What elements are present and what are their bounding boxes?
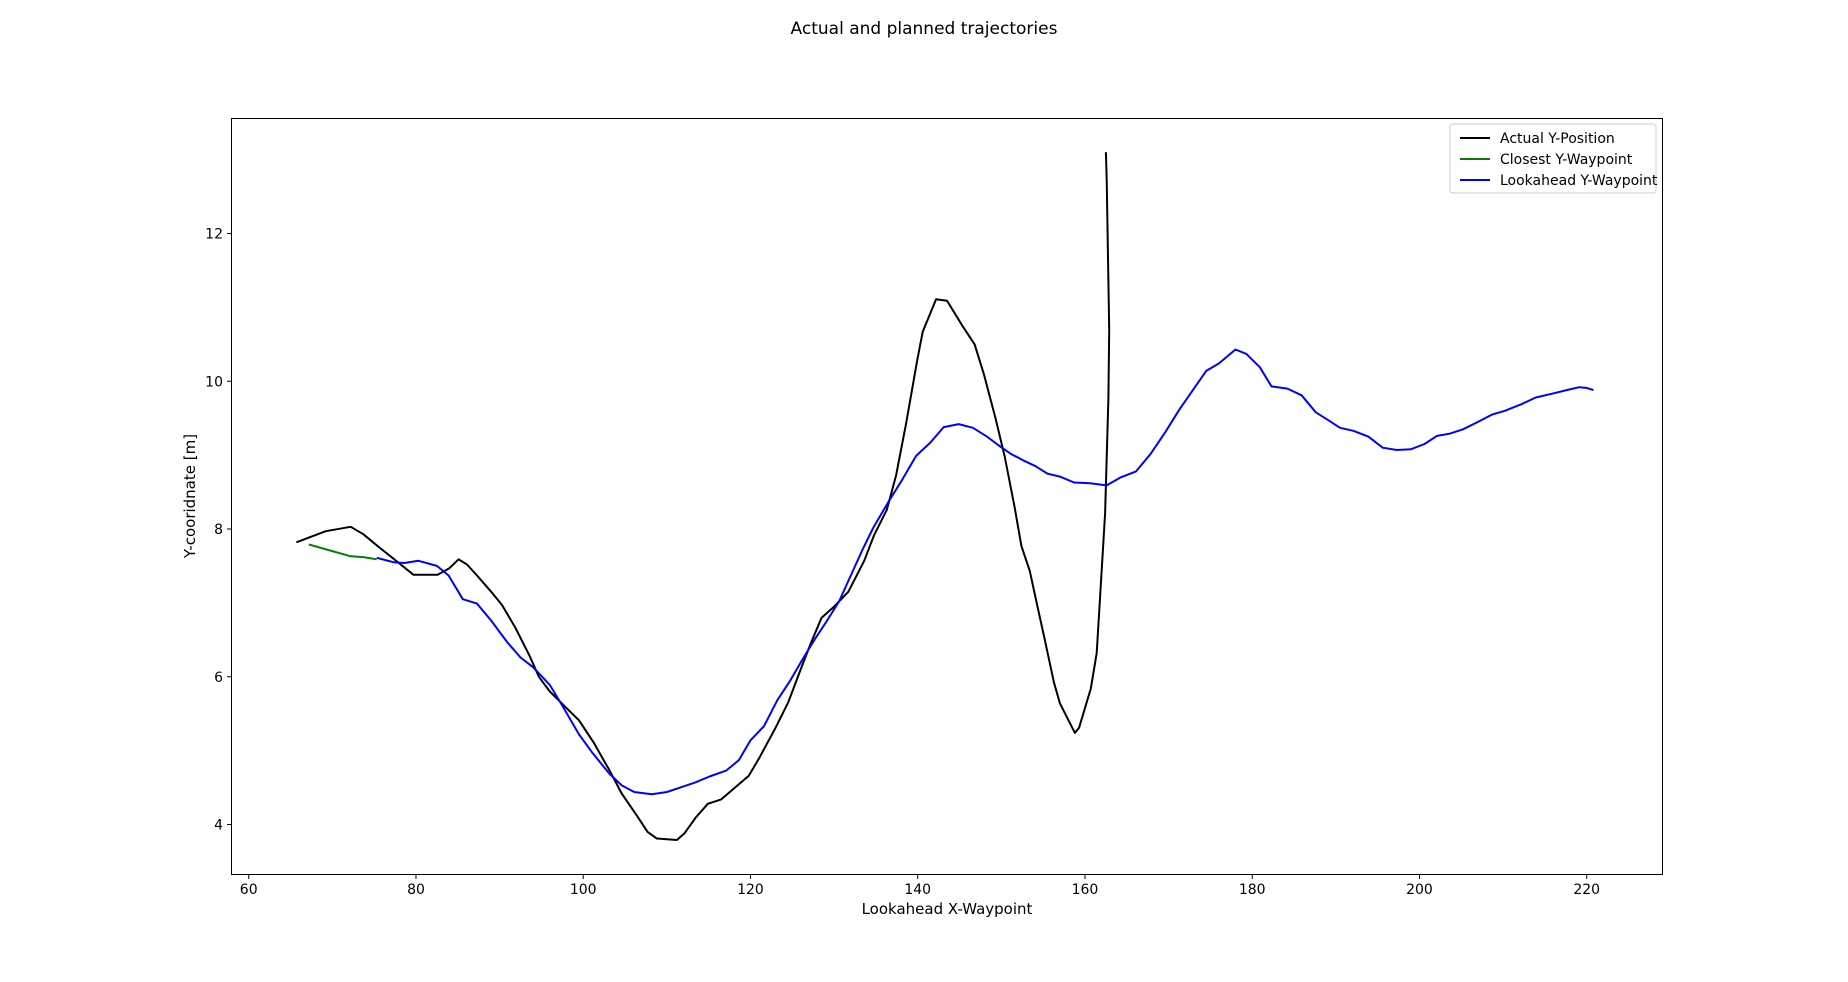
plot-lines <box>296 152 1594 841</box>
series-line-closest-y-waypoint <box>308 543 377 561</box>
x-tick-label: 100 <box>570 882 597 898</box>
x-tick-label: 220 <box>1573 882 1600 898</box>
y-axis-label: Y-cooridnate [m] <box>181 434 199 559</box>
x-axis: 60 80 100 120 140 160 180 200 220 <box>240 874 1600 898</box>
x-tick-label: 140 <box>904 882 931 898</box>
plot-area-frame <box>231 118 1663 875</box>
legend-label: Closest Y-Waypoint <box>1500 152 1633 168</box>
y-tick-label: 4 <box>214 818 223 834</box>
legend-label: Lookahead Y-Waypoint <box>1500 173 1658 189</box>
chart-title: Actual and planned trajectories <box>791 19 1058 39</box>
x-tick-label: 80 <box>407 882 425 898</box>
legend-box <box>1449 123 1657 194</box>
y-tick-label: 10 <box>205 374 223 390</box>
series-line-actual-y-position <box>296 152 1111 841</box>
series-line-lookahead-y-waypoint <box>376 348 1594 796</box>
x-tick-label: 160 <box>1072 882 1099 898</box>
x-tick-label: 120 <box>737 882 764 898</box>
x-axis-label: Lookahead X-Waypoint <box>862 900 1033 918</box>
y-tick-label: 12 <box>205 227 223 243</box>
x-tick-label: 180 <box>1239 882 1266 898</box>
y-tick-label: 6 <box>214 670 223 686</box>
legend: Actual Y-Position Closest Y-Waypoint Looka… <box>1449 123 1658 194</box>
x-tick-label: 200 <box>1406 882 1433 898</box>
legend-label: Actual Y-Position <box>1500 131 1615 147</box>
x-tick-label: 60 <box>240 882 258 898</box>
y-tick-label: 8 <box>214 522 223 538</box>
y-axis: 4 6 8 10 12 <box>205 227 232 834</box>
